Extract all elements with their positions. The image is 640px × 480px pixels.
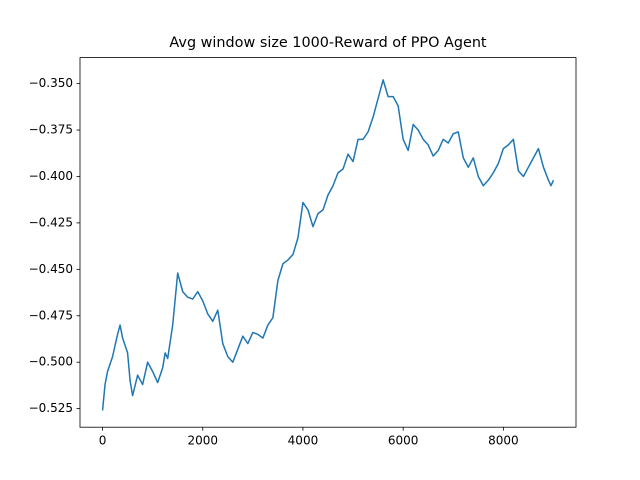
y-tick-label: −0.425 (29, 215, 73, 229)
x-tick-label: 8000 (488, 434, 519, 448)
line (101, 79, 555, 411)
y-tick-label: −0.450 (29, 262, 73, 276)
x-tick-label: 4000 (288, 434, 319, 448)
y-tick-label: −0.400 (29, 169, 73, 183)
y-tick-label: −0.525 (29, 401, 73, 415)
y-tick-label: −0.475 (29, 308, 73, 322)
x-tick-label: 6000 (388, 434, 419, 448)
x-tick-label: 2000 (187, 434, 218, 448)
x-tick-label: 0 (99, 434, 107, 448)
chart-title: Avg window size 1000-Reward of PPO Agent (169, 35, 487, 51)
y-tick-label: −0.375 (29, 123, 73, 137)
plot-frame (79, 57, 577, 428)
y-tick-label: −0.500 (29, 355, 73, 369)
y-tick-label: −0.350 (29, 76, 73, 90)
